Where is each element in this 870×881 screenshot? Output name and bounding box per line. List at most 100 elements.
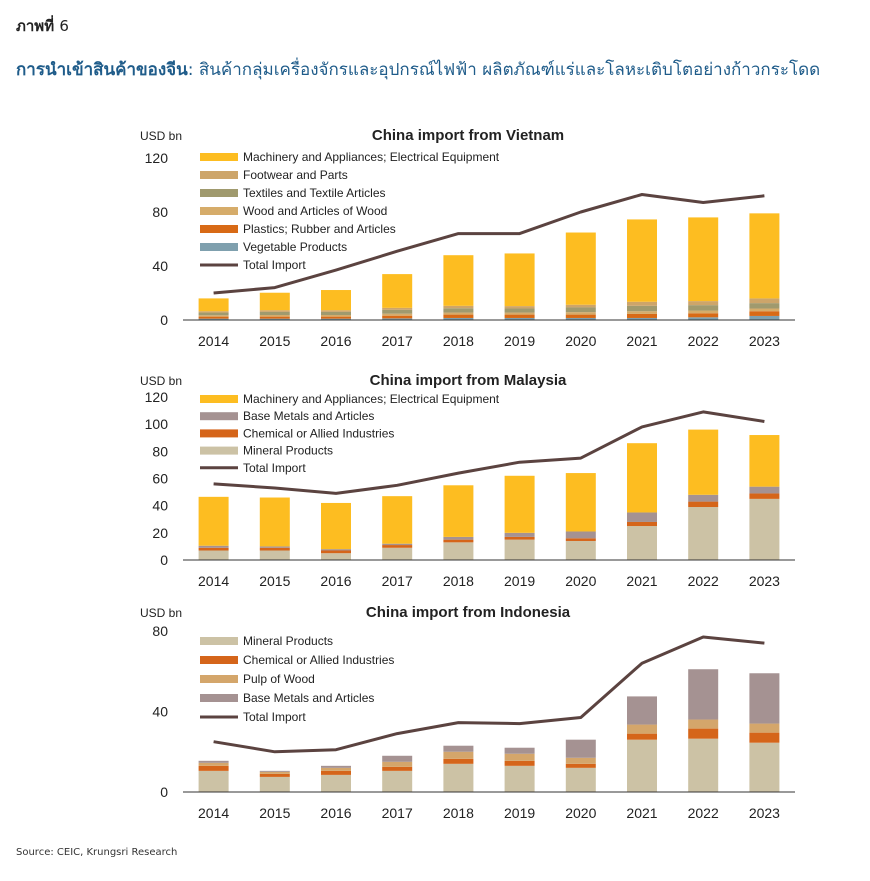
y-axis-unit-label: USD bn — [140, 606, 182, 620]
bar-segment — [198, 547, 229, 551]
bar-segment — [688, 738, 719, 792]
legend-label: Mineral Products — [243, 634, 333, 648]
bar-segment — [382, 318, 413, 320]
bar-segment — [321, 316, 351, 319]
bar-segment — [565, 767, 596, 792]
bar-segment — [321, 502, 351, 550]
bar-segment — [749, 435, 780, 487]
legend-label: Plastics; Rubber and Articles — [243, 222, 396, 236]
legend-swatch — [200, 153, 238, 161]
legend-swatch — [200, 171, 238, 179]
bar-segment — [688, 507, 719, 560]
x-tick-label: 2015 — [259, 805, 290, 821]
bar-segment — [627, 313, 657, 318]
bar-segment — [627, 317, 657, 320]
bar-segment — [443, 763, 474, 792]
bar-segment — [443, 542, 474, 560]
legend-label: Wood and Articles of Wood — [243, 204, 387, 218]
bar-segment — [443, 317, 474, 320]
bar-segment — [749, 732, 780, 743]
x-tick-label: 2022 — [688, 573, 719, 589]
bar-segment — [443, 255, 474, 306]
chart-vietnam: China import from Vietnam USD bn 0 40 80 120 2… — [140, 127, 795, 349]
legend-label: Machinery and Appliances; Electrical Equ… — [243, 150, 500, 164]
x-tick-label: 2016 — [320, 573, 351, 589]
x-tick-label: 2016 — [320, 333, 351, 349]
y-tick-label: 120 — [145, 150, 169, 166]
bar-segment — [627, 301, 657, 306]
legend-swatch — [200, 446, 238, 455]
bar-segment — [382, 315, 413, 319]
bar-segment — [749, 486, 780, 494]
bar-segment — [627, 219, 657, 302]
bar-segment — [749, 723, 780, 733]
x-tick-label: 2016 — [320, 805, 351, 821]
y-tick-label: 80 — [152, 443, 168, 459]
x-tick-label: 2015 — [259, 333, 290, 349]
x-tick-label: 2023 — [749, 333, 780, 349]
bar-segment — [627, 733, 657, 740]
bar-segment — [259, 770, 290, 772]
x-tick-label: 2020 — [565, 573, 596, 589]
x-tick-label: 2023 — [749, 573, 780, 589]
x-tick-label: 2014 — [198, 333, 229, 349]
bar-segment — [504, 539, 535, 560]
bar-segment — [321, 553, 351, 560]
legend-swatch — [200, 429, 238, 438]
total-import-line — [213, 410, 765, 495]
chart-title: China import from Vietnam — [372, 127, 564, 144]
bar-segment — [382, 545, 413, 548]
x-tick-label: 2014 — [198, 805, 229, 821]
bar-segment — [504, 308, 535, 313]
y-axis-unit-label: USD bn — [140, 374, 182, 388]
x-tick-label: 2015 — [259, 573, 290, 589]
bar-segment — [504, 317, 535, 320]
bar-segment — [321, 290, 351, 311]
chart-title: China import from Malaysia — [370, 372, 567, 389]
bar-segment — [688, 494, 719, 502]
bar-segment — [382, 766, 413, 771]
legend-label: Machinery and Appliances; Electrical Equ… — [243, 392, 500, 406]
bar-segment — [688, 301, 719, 306]
bar-segment — [627, 724, 657, 734]
bar-segment — [259, 318, 290, 320]
bar-segment — [565, 540, 596, 560]
x-tick-label: 2017 — [382, 573, 413, 589]
bar-segment — [259, 547, 290, 551]
bar-segment — [749, 498, 780, 560]
x-tick-label: 2021 — [626, 333, 657, 349]
bar-segment — [565, 304, 596, 308]
legend-label: Total Import — [243, 461, 306, 475]
bar-segment — [259, 546, 290, 548]
bar-segment — [321, 310, 351, 312]
total-import-line — [213, 193, 765, 295]
legend-label: Base Metals and Articles — [243, 691, 374, 705]
x-tick-label: 2019 — [504, 333, 535, 349]
legend-swatch — [200, 412, 238, 421]
bar-segment — [443, 758, 474, 764]
legend-swatch — [200, 225, 238, 233]
bar-segment — [565, 232, 596, 305]
bar-segment — [259, 497, 290, 547]
bar-segment — [688, 313, 719, 318]
legend-label: Base Metals and Articles — [243, 409, 374, 423]
bar-segment — [688, 728, 719, 739]
bar-segment — [259, 292, 290, 311]
bar-segment — [443, 751, 474, 759]
legend-label: Total Import — [243, 710, 306, 724]
legend-swatch — [200, 207, 238, 215]
chart-title: China import from Indonesia — [366, 604, 571, 621]
bar-segment — [749, 315, 780, 320]
bar-segment — [198, 311, 229, 313]
legend-label: Footwear and Parts — [243, 168, 348, 182]
bar-segment — [627, 696, 657, 725]
bar-segment — [443, 305, 474, 309]
bar-segment — [504, 253, 535, 307]
bar-segment — [259, 776, 290, 792]
bar-segment — [321, 765, 351, 768]
bar-segment — [565, 473, 596, 532]
source-note: Source: CEIC, Krungsri Research — [16, 847, 178, 858]
bar-segment — [198, 316, 229, 319]
bar-segment — [382, 309, 413, 314]
x-tick-label: 2018 — [443, 573, 474, 589]
